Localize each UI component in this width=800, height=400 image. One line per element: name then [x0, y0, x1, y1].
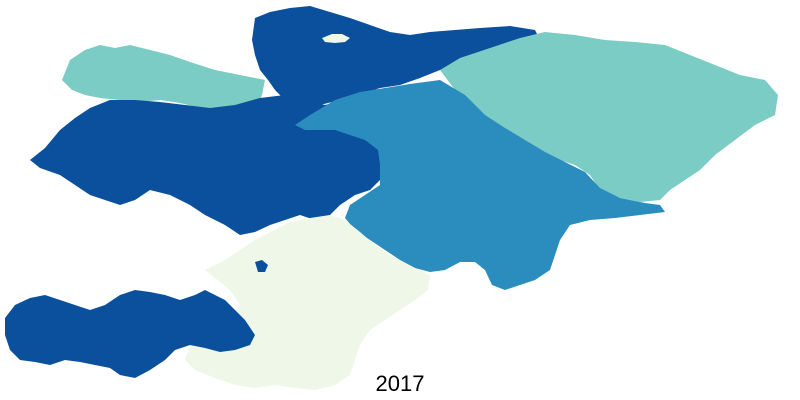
- year-label: 2017: [375, 371, 425, 396]
- region-jalal-abad: [30, 95, 385, 235]
- region-naryn: [295, 80, 665, 290]
- region-enclave: [255, 260, 268, 272]
- region-talas: [62, 45, 265, 110]
- region-chuy: [252, 6, 540, 110]
- region-issyk-kul: [440, 32, 778, 202]
- region-bishkek: [322, 34, 350, 43]
- region-batken: [5, 290, 255, 378]
